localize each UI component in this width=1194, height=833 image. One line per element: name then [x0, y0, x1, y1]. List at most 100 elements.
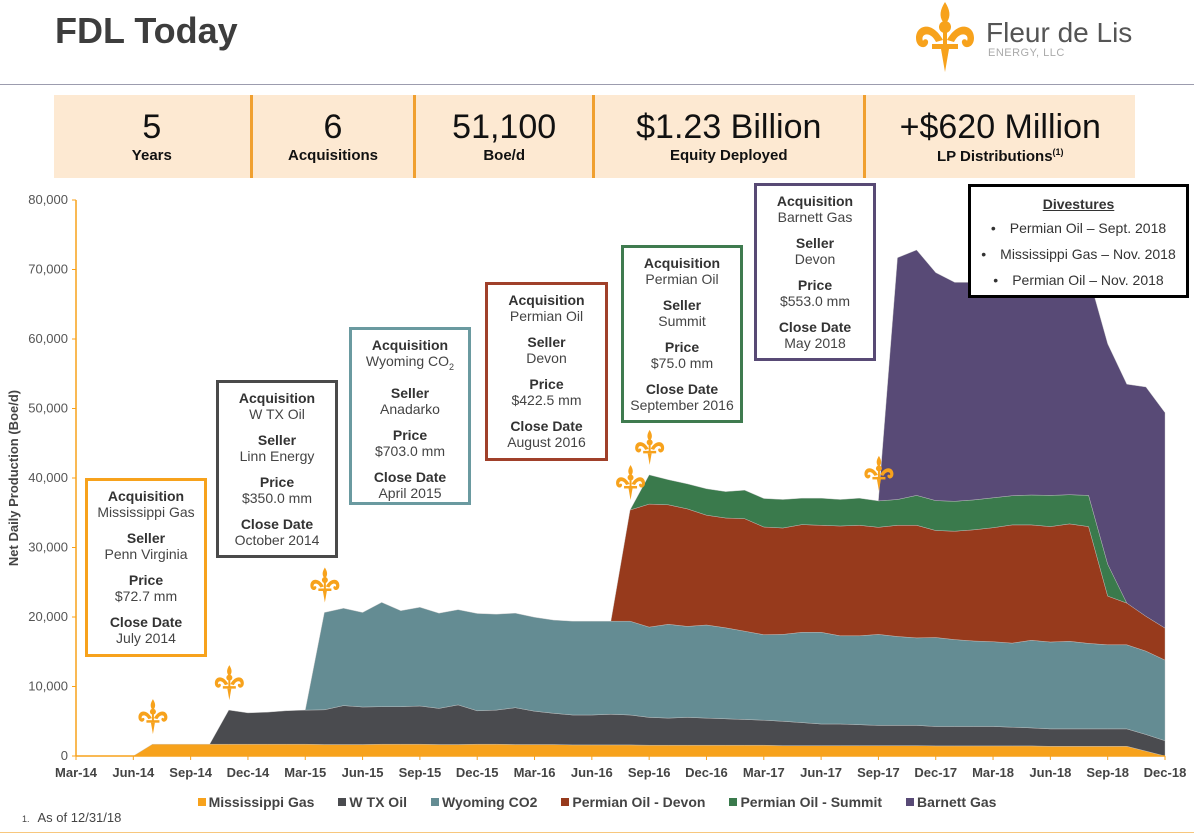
- x-tick-label: Sep-16: [628, 765, 671, 780]
- price-value: $553.0 mm: [779, 293, 851, 309]
- legend-item: Mississippi Gas: [197, 794, 314, 810]
- area-wyoming-co2: [305, 602, 1166, 741]
- x-tick-label: Mar-15: [284, 765, 326, 780]
- seller-value: Penn Virginia: [104, 546, 188, 562]
- legend-item: W TX Oil: [338, 794, 407, 810]
- seller-value: Devon: [794, 251, 836, 267]
- close-date-heading: Close Date: [510, 418, 583, 434]
- y-tick-label: 0: [61, 748, 68, 763]
- close-date-value: September 2016: [630, 397, 734, 413]
- fleur-de-lis-icon: [864, 455, 894, 491]
- fleur-de-lis-icon: [214, 665, 244, 701]
- y-tick-label: 50,000: [28, 401, 68, 416]
- price-value: $422.5 mm: [511, 392, 582, 408]
- chart-legend: Mississippi Gas W TX Oil Wyoming CO2 Per…: [0, 794, 1194, 810]
- x-tick-label: Dec-15: [456, 765, 499, 780]
- seller-value: Devon: [526, 350, 567, 366]
- page-title: FDL Today: [55, 10, 238, 51]
- divesture-text: Mississippi Gas – Nov. 2018: [1000, 246, 1176, 262]
- fleur-de-lis-icon: [916, 2, 974, 72]
- chart-areas: [132, 249, 1166, 757]
- stat-years: 5 Years: [54, 95, 250, 178]
- divestures-box: Divestures • Permian Oil – Sept. 2018 • Mi…: [968, 184, 1189, 298]
- seller-value: Linn Energy: [239, 448, 315, 464]
- chart-markers: [138, 429, 894, 735]
- divesture-text: Permian Oil – Sept. 2018: [1009, 220, 1167, 236]
- y-axis-label: Net Daily Production (Boe/d): [6, 390, 21, 566]
- company-logo: Fleur de Lis ENERGY, LLC: [910, 0, 1150, 75]
- price-heading: Price: [529, 376, 564, 392]
- legend-swatch: [906, 798, 915, 806]
- legend-swatch: [729, 798, 738, 806]
- x-tick-label: Sep-18: [1086, 765, 1129, 780]
- x-tick-label: Jun-17: [800, 765, 842, 780]
- x-tick-label: Sep-15: [399, 765, 442, 780]
- acquisition-heading: Acquisition: [371, 337, 449, 353]
- seller-heading: Seller: [126, 530, 166, 546]
- acquisition-box: Acquisition Permian Oil Seller Summit Pr…: [621, 245, 743, 423]
- acquisition-asset: Permian Oil: [645, 271, 719, 287]
- asset-text: Wyoming CO: [365, 353, 450, 369]
- acquisition-asset: Barnett Gas: [777, 209, 853, 225]
- close-date-value: May 2018: [784, 335, 846, 351]
- stat-production: 51,100 Boe/d: [413, 95, 592, 178]
- price-value: $75.0 mm: [650, 355, 714, 371]
- legend-swatch: [338, 798, 347, 806]
- y-tick-label: 40,000: [28, 470, 68, 485]
- stat-label: Boe/d: [483, 147, 526, 164]
- acquisition-box: Acquisition Permian Oil Seller Devon Pri…: [485, 282, 608, 461]
- divesture-item: • Permian Oil – Sept. 2018: [971, 220, 1186, 236]
- legend-item: Barnett Gas: [906, 794, 996, 810]
- acquisition-box: Acquisition Wyoming CO2 Seller Anadarko …: [349, 327, 471, 505]
- acquisition-box: Acquisition W TX Oil Seller Linn Energy …: [216, 380, 338, 558]
- legend-label: W TX Oil: [349, 794, 407, 810]
- bullet-icon: •: [993, 272, 999, 288]
- divesture-text: Permian Oil – Nov. 2018: [1012, 272, 1164, 288]
- chart-axes: 0 10,000 20,000 30,000 40,000 50,000 60,000 70,…: [28, 192, 1186, 780]
- acquisition-asset: W TX Oil: [249, 406, 305, 422]
- close-date-heading: Close Date: [109, 614, 183, 630]
- x-tick-label: Jun-14: [112, 765, 155, 780]
- legend-label: Wyoming CO2: [441, 794, 538, 810]
- fleur-de-lis-icon: [635, 429, 665, 465]
- y-tick-label: 60,000: [28, 331, 68, 346]
- x-tick-label: Dec-14: [227, 765, 270, 780]
- close-date-value: August 2016: [507, 434, 586, 450]
- close-date-heading: Close Date: [240, 516, 314, 532]
- stats-banner: 5 Years 6 Acquisitions 51,100 Boe/d $1.2…: [54, 95, 1135, 178]
- seller-heading: Seller: [662, 297, 702, 313]
- legend-label: Barnett Gas: [917, 794, 997, 810]
- acquisition-asset: Wyoming CO2: [352, 353, 468, 375]
- close-date-heading: Close Date: [373, 468, 447, 485]
- x-tick-label: Jun-18: [1029, 765, 1071, 780]
- acquisition-heading: Acquisition: [776, 193, 854, 209]
- footnote-number: 1.: [22, 814, 30, 824]
- divesture-item: • Mississippi Gas – Nov. 2018: [971, 246, 1186, 262]
- y-tick-label: 30,000: [28, 540, 68, 555]
- bullet-icon: •: [981, 246, 987, 262]
- legend-swatch: [430, 798, 439, 806]
- stat-equity: $1.23 Billion Equity Deployed: [592, 95, 863, 178]
- stat-label: Acquisitions: [287, 147, 378, 164]
- stat-distributions: +$620 Million LP Distributions(1): [862, 95, 1136, 178]
- price-value: $72.7 mm: [114, 588, 178, 604]
- price-heading: Price: [664, 339, 700, 355]
- production-chart: 0 10,000 20,000 30,000 40,000 50,000 60,000 70,…: [6, 192, 1186, 780]
- acquisition-box: Acquisition Mississippi Gas Seller Penn …: [85, 478, 207, 657]
- stat-value: 6: [323, 108, 343, 146]
- y-tick-label: 10,000: [28, 679, 68, 694]
- fleur-de-lis-icon: [616, 464, 646, 500]
- price-heading: Price: [128, 572, 164, 588]
- stat-value: +$620 Million: [899, 108, 1101, 146]
- acquisition-asset: Permian Oil: [509, 308, 584, 324]
- footnote-mark: (1): [1052, 147, 1064, 157]
- stat-value: 5: [142, 108, 162, 146]
- y-tick-label: 80,000: [28, 192, 68, 207]
- bullet-icon: •: [990, 220, 996, 236]
- acquisition-asset: Mississippi Gas: [97, 504, 195, 520]
- seller-heading: Seller: [795, 235, 835, 251]
- seller-heading: Seller: [257, 432, 297, 448]
- price-heading: Price: [392, 426, 428, 443]
- price-heading: Price: [259, 474, 295, 490]
- x-tick-label: Dec-18: [1144, 765, 1187, 780]
